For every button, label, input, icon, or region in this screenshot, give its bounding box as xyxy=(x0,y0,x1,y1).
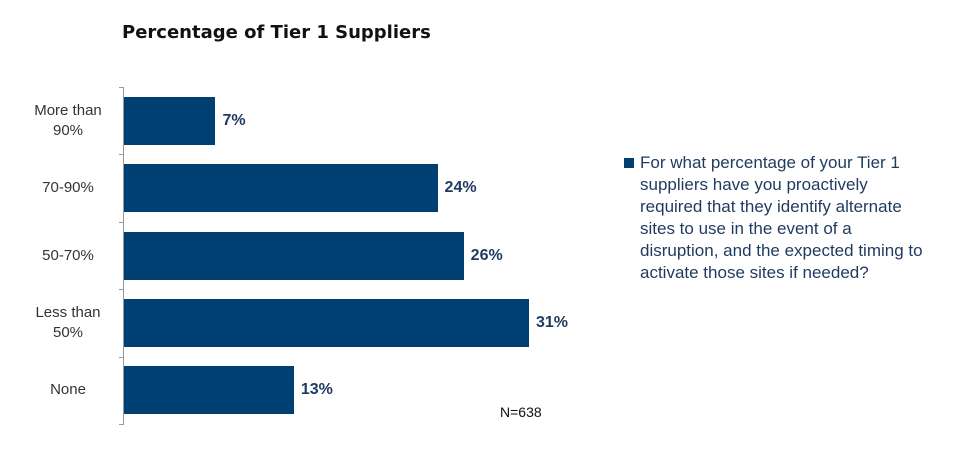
data-label: 31% xyxy=(536,313,569,331)
bar xyxy=(124,231,464,280)
legend-label: For what percentage of your Tier 1 suppl… xyxy=(640,153,923,282)
y-tick-label: 70-90% xyxy=(42,179,94,197)
bar xyxy=(124,366,294,415)
y-tick-label: 50-70% xyxy=(42,246,94,264)
chart-title: Percentage of Tier 1 Suppliers xyxy=(122,22,431,43)
data-label: 24% xyxy=(444,179,477,197)
axis-tick xyxy=(119,221,124,223)
y-tick-label: None xyxy=(50,381,86,399)
axis-tick xyxy=(119,289,124,291)
bar xyxy=(124,164,438,213)
data-label: 26% xyxy=(470,246,503,264)
axis-tick xyxy=(119,87,124,88)
axis-tick xyxy=(119,424,124,425)
y-tick-label: Less than 50% xyxy=(35,303,101,341)
bar xyxy=(124,96,216,145)
data-label: 13% xyxy=(300,381,333,399)
bar xyxy=(124,298,529,347)
axis-tick xyxy=(119,154,124,156)
data-label: 7% xyxy=(222,111,246,129)
legend-swatch xyxy=(624,158,634,168)
axis-tick xyxy=(119,356,124,358)
y-tick-label: More than 90% xyxy=(34,101,102,139)
legend: For what percentage of your Tier 1 suppl… xyxy=(624,152,934,284)
annotation: N=638 xyxy=(500,404,542,420)
axis-line xyxy=(123,87,124,424)
